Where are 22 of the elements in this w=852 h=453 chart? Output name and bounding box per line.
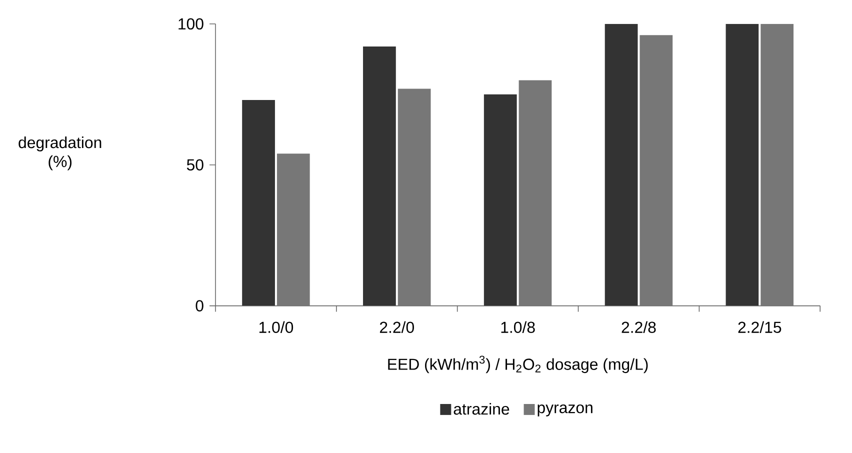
- bar: [242, 100, 275, 306]
- bar: [760, 24, 794, 306]
- y-tick-label: 100: [178, 18, 204, 30]
- bar: [363, 46, 396, 306]
- bar: [276, 153, 310, 306]
- legend-label: atrazine: [454, 402, 510, 415]
- x-tick-label: 1.0/8: [501, 321, 535, 333]
- x-tick-label: 1.0/0: [259, 321, 294, 333]
- y-axis-title: degradation (%): [18, 136, 102, 170]
- x-tick-label: 2.2/8: [622, 321, 656, 333]
- bar: [398, 88, 431, 306]
- bar: [640, 35, 673, 306]
- y-tick-label: 0: [196, 300, 204, 312]
- bar: [604, 24, 638, 306]
- x-tick-label: 2.2/15: [738, 321, 782, 333]
- bar: [484, 94, 517, 306]
- bar: [726, 24, 759, 306]
- bar: [518, 80, 552, 306]
- x-axis-title: EED (kWh/m$^{3}$) / H$_{2}$O$_{2}$ dosage (mg/L): [388, 356, 648, 373]
- y-tick-label: 50: [186, 159, 204, 170]
- legend-label: pyrazon: [538, 404, 592, 416]
- x-tick-label: 2.2/0: [380, 321, 414, 333]
